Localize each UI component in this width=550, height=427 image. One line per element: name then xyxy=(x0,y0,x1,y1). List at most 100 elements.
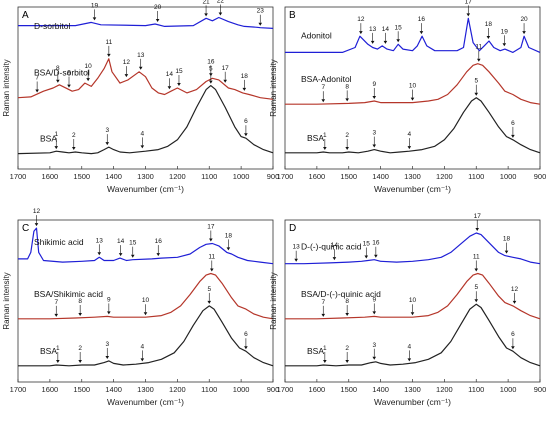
peak-arrowhead xyxy=(130,254,135,258)
series-line xyxy=(285,63,541,105)
series-line xyxy=(285,17,541,53)
peak-arrowhead xyxy=(177,83,181,86)
x-tick-label: 1600 xyxy=(309,172,326,181)
peak-arrowhead xyxy=(345,98,349,102)
peak-arrowhead xyxy=(512,300,517,304)
peak-label: 13 xyxy=(293,244,301,251)
x-tick-label: 1700 xyxy=(10,385,27,394)
peak-label: 8 xyxy=(345,83,349,90)
peak-label: 6 xyxy=(511,120,515,127)
peak-label: 21 xyxy=(202,0,210,5)
peak-label: 9 xyxy=(107,296,111,303)
series-name: Shikimic acid xyxy=(34,237,84,247)
series-line xyxy=(18,272,274,320)
x-tick-label: 1000 xyxy=(233,172,250,181)
x-tick-label: 1000 xyxy=(500,385,517,394)
chart-panel-a: A 1700 1600 1500 1400 1300 1200 1100 1000 900 Wave… xyxy=(2,0,279,194)
peak-arrowhead xyxy=(359,31,363,35)
series-line xyxy=(285,272,541,320)
x-axis-label: Wavenumber (cm⁻¹) xyxy=(374,397,451,407)
peak-label: 7 xyxy=(35,74,39,81)
peak-arrowhead xyxy=(244,346,248,350)
peak-label: 6 xyxy=(244,331,248,338)
peak-label: 3 xyxy=(372,130,376,137)
x-tick-label: 1700 xyxy=(10,172,27,181)
peak-arrowhead xyxy=(477,58,481,62)
peak-label: 6 xyxy=(511,331,515,338)
peak-label: 9 xyxy=(372,81,376,88)
peak-arrowhead xyxy=(372,311,377,315)
peak-arrowhead xyxy=(204,13,208,17)
series-line xyxy=(285,97,541,154)
peak-arrowhead xyxy=(372,95,377,99)
peak-arrowhead xyxy=(223,79,227,83)
x-tick-label: 1300 xyxy=(404,385,421,394)
peak-arrowhead xyxy=(419,31,424,35)
peak-arrowhead xyxy=(156,253,161,257)
peak-arrowhead xyxy=(226,247,231,251)
x-tick-label: 1400 xyxy=(105,172,122,181)
peak-arrowhead xyxy=(522,31,526,35)
x-axis-label: Wavenumber (cm⁻¹) xyxy=(107,184,184,194)
peak-label: 7 xyxy=(321,299,325,306)
peak-label: 13 xyxy=(96,237,104,244)
peak-arrowhead xyxy=(140,145,145,149)
peak-label: 5 xyxy=(474,284,478,291)
peak-arrowhead xyxy=(374,254,378,258)
chart-panel-b: B 1700 1600 1500 1400 1300 1200 1100 1000 900 Wave… xyxy=(269,0,546,194)
peak-arrowhead xyxy=(118,253,123,257)
series-name: BSA xyxy=(307,133,324,143)
peak-label: 4 xyxy=(408,343,412,350)
peak-arrowhead xyxy=(242,87,247,91)
chart-panel-c: C 1700 1600 1500 1400 1300 1200 1100 1000 900 Wave… xyxy=(2,208,279,407)
peak-arrowhead xyxy=(511,346,515,350)
peak-label: 22 xyxy=(217,0,225,5)
y-axis-label: Raman intensity xyxy=(269,272,278,329)
peak-arrowhead xyxy=(323,146,327,150)
peak-label: 17 xyxy=(222,65,230,72)
peak-label: 7 xyxy=(321,84,325,91)
peak-arrowhead xyxy=(140,358,145,362)
peak-arrowhead xyxy=(372,144,377,148)
x-tick-label: 1200 xyxy=(436,385,453,394)
series-line xyxy=(17,85,274,155)
peak-arrowhead xyxy=(383,40,388,44)
x-tick-label: 1000 xyxy=(233,385,250,394)
peak-label: 13 xyxy=(369,26,377,33)
series-line xyxy=(285,232,541,265)
peak-arrowhead xyxy=(78,313,82,317)
peak-label: 12 xyxy=(357,16,365,23)
peak-label: 15 xyxy=(129,240,137,247)
peak-label: 15 xyxy=(363,241,371,248)
peak-label: 18 xyxy=(503,236,511,243)
peak-label: 14 xyxy=(117,238,125,245)
peak-label: 20 xyxy=(520,16,528,23)
peak-arrowhead xyxy=(345,146,349,150)
peak-label: 14 xyxy=(166,71,174,78)
x-tick-label: 1100 xyxy=(201,385,217,394)
peak-arrowhead xyxy=(167,86,172,90)
y-axis-label: Raman intensity xyxy=(2,59,11,116)
peak-arrowhead xyxy=(294,258,298,262)
peak-arrowhead xyxy=(67,84,71,88)
series-line xyxy=(285,303,541,367)
peak-arrowhead xyxy=(107,311,111,315)
peak-arrowhead xyxy=(86,78,90,82)
peak-label: 2 xyxy=(345,345,349,352)
series-line xyxy=(18,227,274,265)
peak-label: 10 xyxy=(409,83,417,90)
x-tick-label: 1500 xyxy=(73,385,90,394)
peak-label: 4 xyxy=(141,130,145,137)
peak-arrowhead xyxy=(209,80,213,84)
peak-arrowhead xyxy=(370,40,375,44)
peak-arrowhead xyxy=(321,99,326,103)
series-name: BSA xyxy=(40,134,57,144)
series-name: BSA-Adonitol xyxy=(301,74,352,84)
x-tick-label: 900 xyxy=(267,172,280,181)
peak-label: 11 xyxy=(208,253,215,260)
